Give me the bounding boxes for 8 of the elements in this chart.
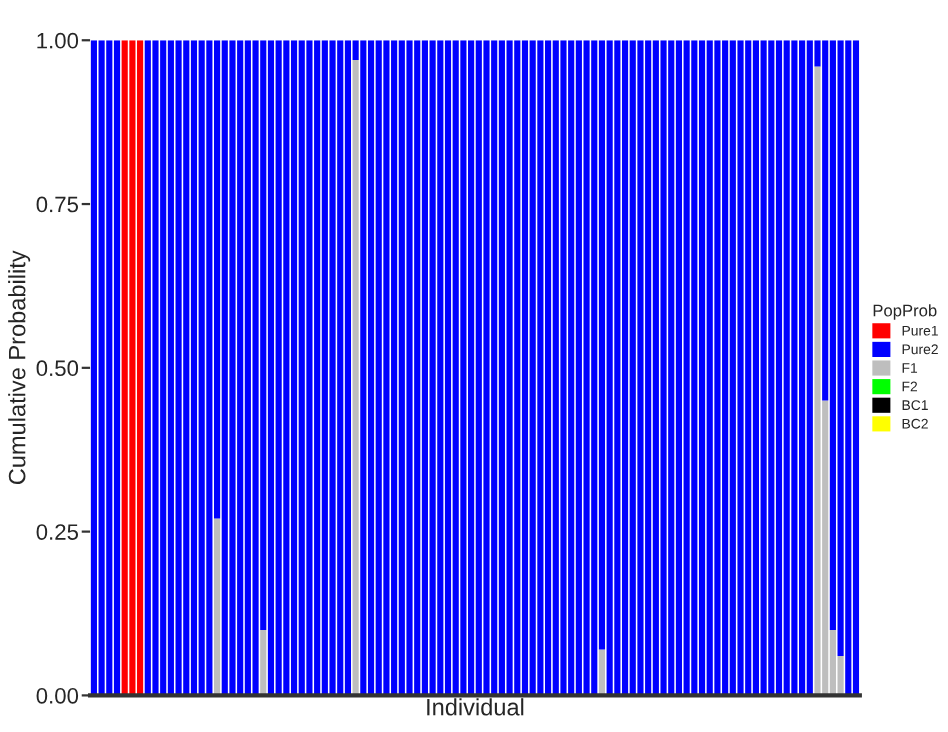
y-axis-title: Cumulative Probability	[8, 250, 31, 485]
y-tick-label: 0.00	[36, 687, 79, 704]
y-tick-label: 0.50	[36, 360, 79, 377]
y-tick-label: 0.25	[36, 524, 79, 540]
y-tick-label: 0.75	[36, 196, 79, 213]
x-axis-title: Individual	[427, 698, 524, 716]
y-tick-label: 1.00	[37, 32, 79, 49]
legend-title: PopProb	[873, 304, 937, 320]
